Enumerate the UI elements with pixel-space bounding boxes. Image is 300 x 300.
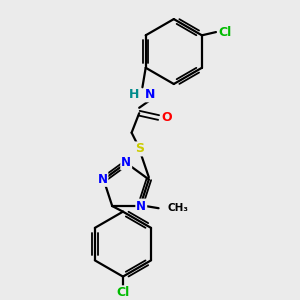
Text: S: S (135, 142, 144, 155)
Text: N: N (98, 173, 107, 186)
Text: Cl: Cl (116, 286, 130, 299)
Text: N: N (121, 157, 131, 169)
Text: O: O (161, 111, 172, 124)
Text: Cl: Cl (218, 26, 231, 39)
Text: CH₃: CH₃ (167, 203, 188, 213)
Text: H: H (129, 88, 139, 101)
Text: N: N (145, 88, 155, 101)
Text: N: N (136, 200, 146, 212)
